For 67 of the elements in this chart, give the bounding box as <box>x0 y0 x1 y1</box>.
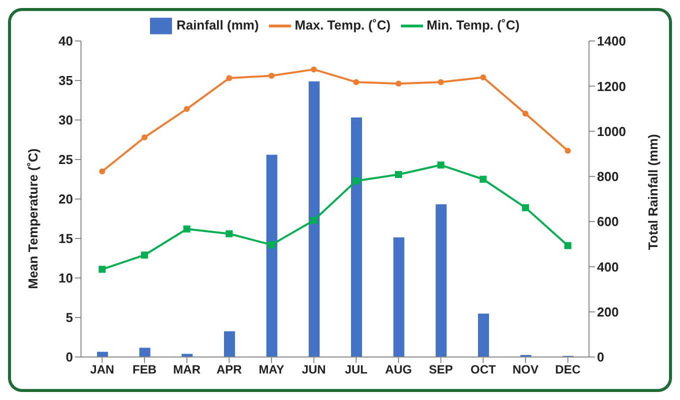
y-tick-label: 25 <box>58 152 73 168</box>
y2-tick-label: 400 <box>597 259 619 274</box>
x-tick-label: OCT <box>470 362 496 377</box>
x-tick-label: AUG <box>385 362 412 377</box>
legend-label: Rainfall (mm) <box>176 17 259 32</box>
y-tick-label: 20 <box>58 192 73 207</box>
y-tick-label: 0 <box>66 350 73 365</box>
x-tick-label: NOV <box>512 362 539 377</box>
point <box>522 110 528 117</box>
y2-tick-label: 1000 <box>597 124 626 139</box>
point <box>437 162 444 169</box>
y2-axis-title: Total Rainfall (mm) <box>646 134 661 250</box>
point <box>564 148 571 154</box>
x-tick-label: APR <box>216 362 242 377</box>
point <box>141 252 148 259</box>
y2-tick-label: 600 <box>597 214 619 230</box>
point <box>98 266 106 273</box>
bar <box>308 81 320 357</box>
bar <box>224 331 235 357</box>
point <box>353 79 360 86</box>
point <box>480 176 487 183</box>
bar <box>266 154 278 357</box>
legend-label: Max. Temp. (˚C) <box>294 17 391 32</box>
x-tick-label: JUN <box>302 362 326 377</box>
y-tick-label: 10 <box>58 270 73 286</box>
y-tick-label: 40 <box>58 34 73 49</box>
x-tick-label: MAR <box>173 362 201 377</box>
point <box>184 106 190 112</box>
bar <box>139 348 150 357</box>
point <box>480 74 486 80</box>
bar <box>478 314 489 357</box>
point <box>268 72 274 79</box>
bar <box>393 237 404 357</box>
point <box>352 177 360 184</box>
x-tick-label: JAN <box>90 362 114 377</box>
y-tick-label: 5 <box>66 310 73 326</box>
legend-label: Min. Temp. (˚C) <box>426 17 520 32</box>
frame-border: Rainfall (mm) Max. Temp. (˚C) Min. Temp. (˚C) JAN FEB MAR APR MAY JUN JUL AUG SEP OCT NOV DEC 0 5 10 15 20 25 30 35 40 Mean Temperature (˚C) 0 200 400 600 800 1000 1200 1400 Total Rainfall (mm) <box>8 8 672 392</box>
y-tick-label: 30 <box>58 112 73 128</box>
y-axis-title: Mean Temperature (˚C) <box>26 148 41 289</box>
point <box>396 80 402 87</box>
point <box>268 241 275 248</box>
x-tick-label: FEB <box>132 362 157 377</box>
x-tick-label: MAY <box>258 362 284 377</box>
x-tick-label: SEP <box>428 362 453 377</box>
point <box>142 134 148 140</box>
y-tick-label: 35 <box>58 73 73 88</box>
point <box>226 75 232 82</box>
point <box>438 79 444 86</box>
x-tick-label: DEC <box>555 362 581 377</box>
point <box>183 226 190 233</box>
point <box>564 242 572 250</box>
y2-tick-label: 1200 <box>597 78 626 94</box>
point <box>310 66 317 72</box>
bar <box>436 204 447 357</box>
y-tick-label: 15 <box>58 231 73 246</box>
y2-tick-label: 800 <box>597 169 619 184</box>
point <box>522 204 529 212</box>
point <box>226 230 233 238</box>
y2-tick-label: 200 <box>597 304 619 320</box>
bar <box>351 118 362 357</box>
x-tick-label: JUL <box>344 362 368 377</box>
y2-tick-label: 0 <box>597 350 604 365</box>
point <box>310 216 318 224</box>
point <box>395 171 402 178</box>
point <box>99 168 106 174</box>
y2-tick-label: 1400 <box>597 34 626 49</box>
